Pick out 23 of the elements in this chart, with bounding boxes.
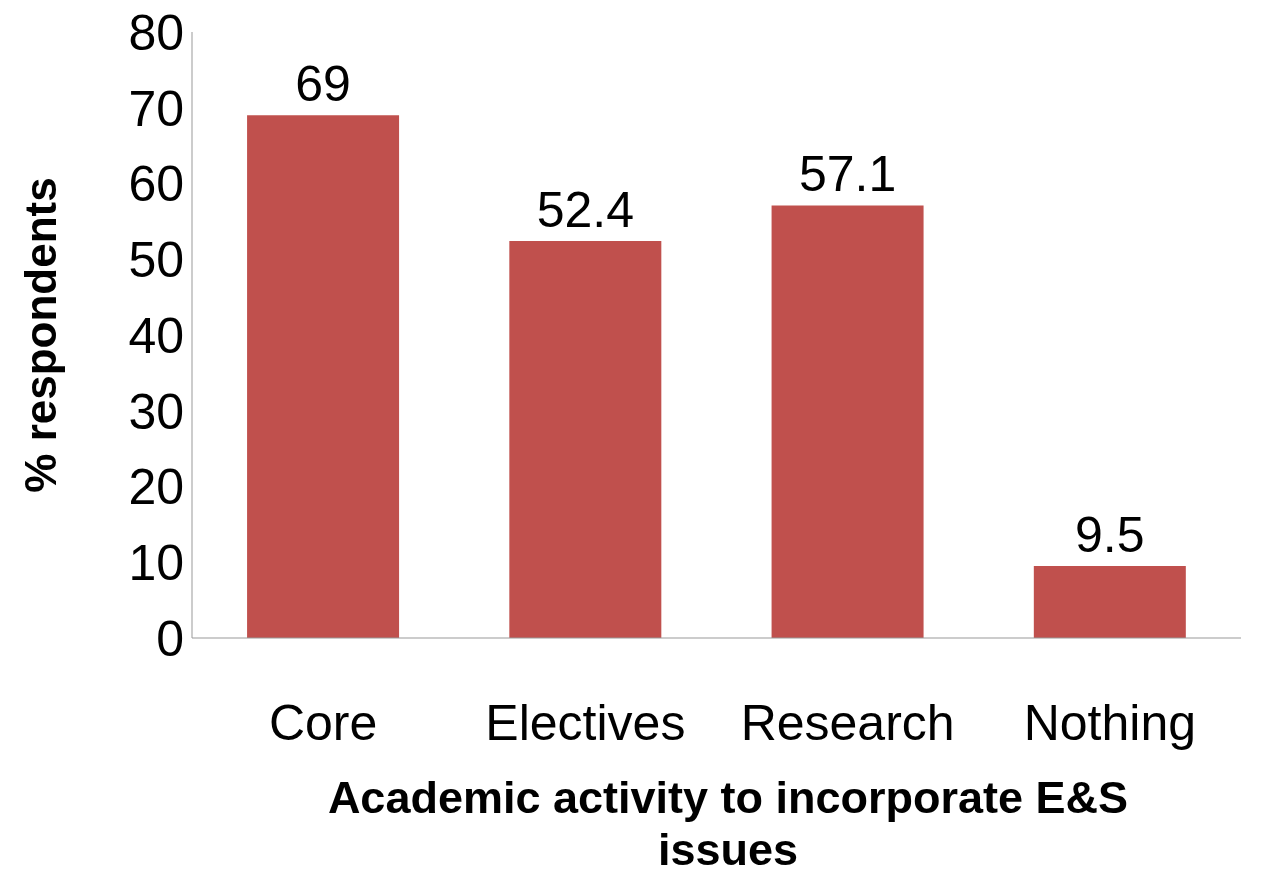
x-tick-label: Nothing	[1023, 694, 1197, 751]
data-label: 57.1	[798, 146, 897, 203]
y-tick-label: 60	[128, 156, 184, 213]
y-tick-label: 40	[128, 307, 184, 364]
y-axis-title: % respondents	[15, 177, 65, 493]
data-label: 9.5	[1075, 507, 1145, 564]
y-tick-label: 10	[128, 535, 184, 591]
bar	[509, 241, 662, 638]
y-tick-label: 70	[128, 80, 184, 137]
bar	[771, 205, 924, 638]
y-tick-label: 0	[156, 610, 184, 667]
data-label: 69	[295, 56, 351, 113]
x-tick-label: Research	[740, 694, 955, 751]
y-tick-label: 80	[128, 4, 184, 61]
bar	[247, 115, 400, 638]
y-tick-label: 50	[128, 232, 184, 288]
data-label: 52.4	[536, 182, 634, 239]
x-tick-label: Core	[268, 694, 378, 751]
x-axis-title: Academic activity to incorporate E&S issues	[326, 772, 1130, 876]
y-tick-label: 20	[128, 459, 184, 516]
bar	[1033, 566, 1186, 638]
x-tick-label: Electives	[485, 694, 686, 751]
y-tick-label: 30	[128, 383, 184, 440]
